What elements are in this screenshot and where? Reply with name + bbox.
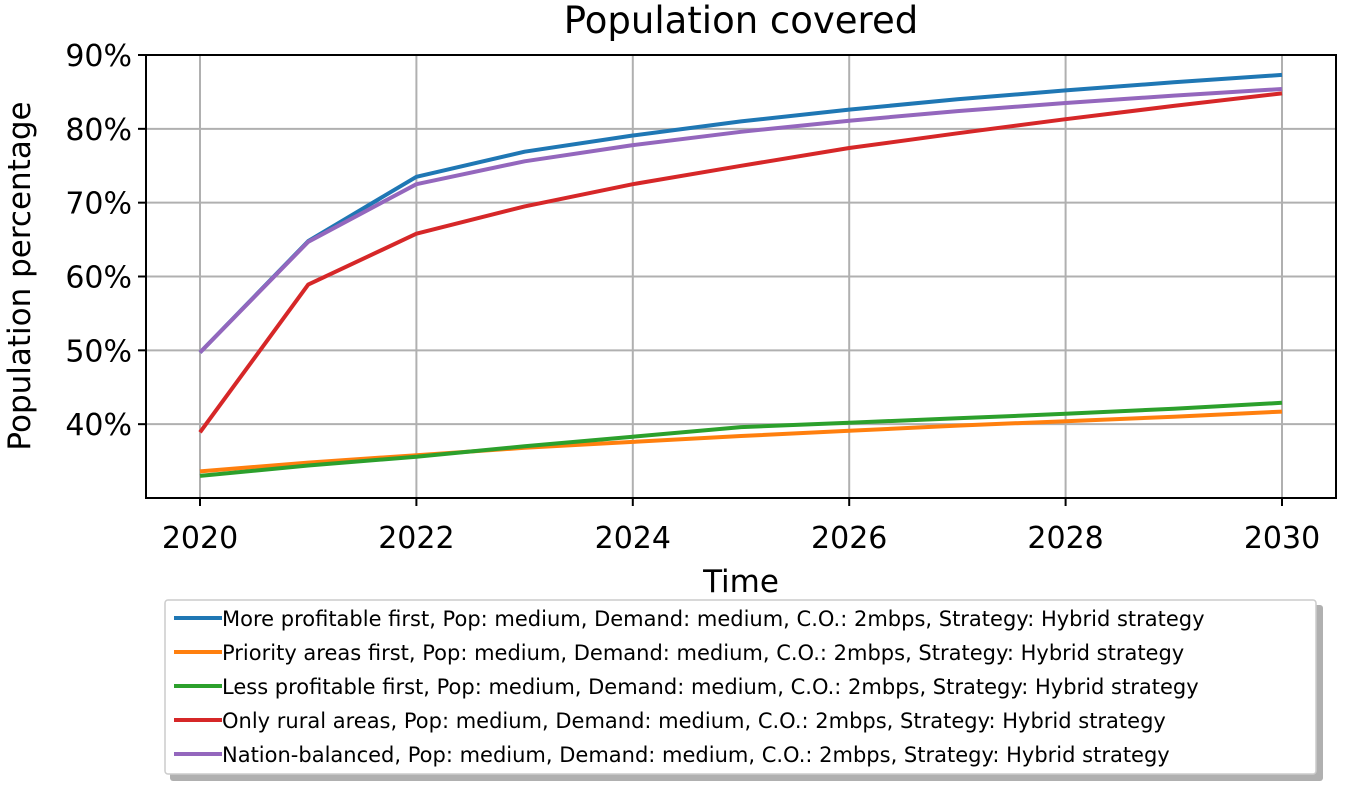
y-tick-label: 60% (65, 261, 132, 296)
legend-label-1: More profitable first, Pop: medium, Dema… (222, 607, 1205, 631)
y-tick-label: 80% (65, 113, 132, 148)
x-tick-label: 2024 (595, 521, 671, 556)
x-tick-label: 2022 (378, 521, 454, 556)
x-tick-label: 2030 (1244, 521, 1320, 556)
y-axis-label: Population percentage (2, 101, 38, 450)
chart-title: Population covered (564, 0, 918, 42)
y-tick-label: 50% (65, 334, 132, 369)
y-axis-ticks: 40% 50% 60% 70% 80% 90% (65, 39, 146, 443)
legend-label-5: Nation-balanced, Pop: medium, Demand: me… (222, 743, 1170, 767)
series-line-4 (198, 91, 1283, 434)
legend-items: More profitable first, Pop: medium, Dema… (174, 607, 1205, 767)
series-line-1 (198, 72, 1283, 354)
x-tick-label: 2028 (1027, 521, 1103, 556)
x-tick-label: 2026 (811, 521, 887, 556)
y-tick-label: 70% (65, 187, 132, 222)
legend-label-2: Priority areas first, Pop: medium, Deman… (222, 641, 1184, 665)
y-tick-label: 40% (65, 408, 132, 443)
series-layer (198, 72, 1283, 478)
series-line-3 (199, 400, 1283, 478)
x-axis-ticks: 2020 2022 2024 2026 2028 2030 (162, 498, 1320, 556)
legend-box (164, 599, 1317, 775)
x-tick-label: 2020 (162, 521, 238, 556)
legend-label-4: Only rural areas, Pop: medium, Demand: m… (222, 709, 1166, 733)
y-tick-label: 90% (65, 39, 132, 74)
legend-label-3: Less profitable first, Pop: medium, Dema… (222, 675, 1199, 699)
legend: More profitable first, Pop: medium, Dema… (164, 599, 1323, 781)
series-line-5 (198, 87, 1283, 354)
x-axis-label: Time (702, 564, 779, 600)
